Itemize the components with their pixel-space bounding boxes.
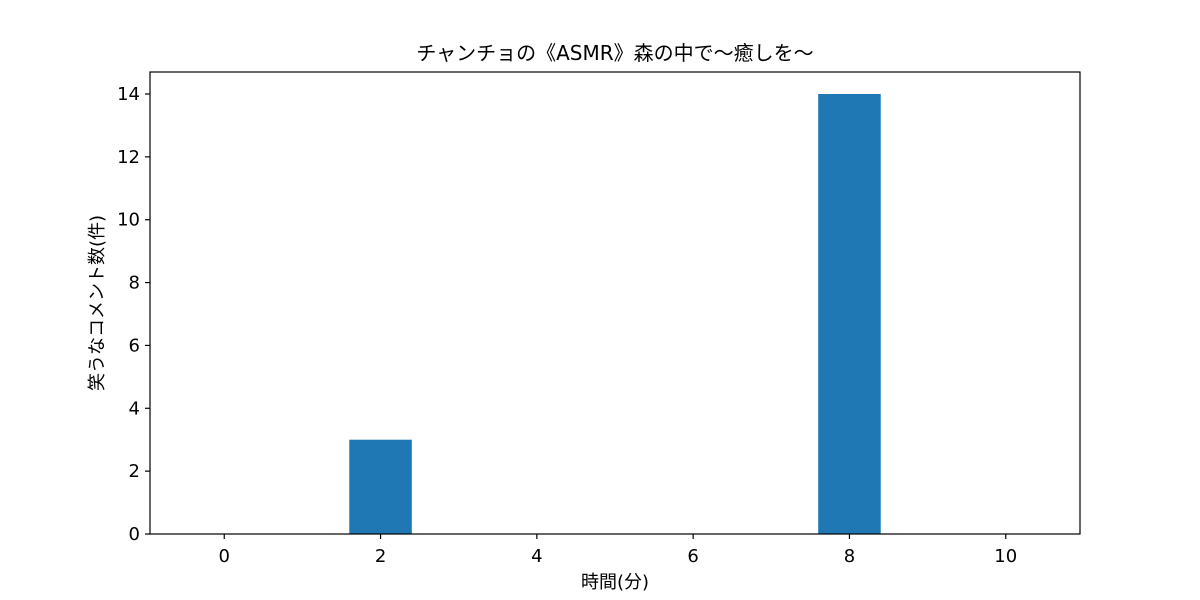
y-axis-title: 笑うなコメント数(件) <box>87 215 108 391</box>
x-tick-label: 2 <box>375 546 386 567</box>
x-tick-label: 6 <box>687 546 698 567</box>
bar-2 <box>349 439 412 534</box>
y-tick-label: 2 <box>129 461 140 482</box>
y-tick-label: 10 <box>117 210 140 231</box>
y-tick-label: 8 <box>129 273 140 294</box>
y-tick-label: 4 <box>129 398 140 419</box>
x-axis-title: 時間(分) <box>581 572 649 593</box>
y-tick-label: 14 <box>117 84 140 105</box>
y-tick-label: 12 <box>117 147 140 168</box>
y-tick-label: 0 <box>129 524 140 545</box>
plot-frame <box>149 71 1081 535</box>
y-tick-label: 6 <box>129 335 140 356</box>
x-tick-label: 10 <box>994 546 1017 567</box>
x-tick-label: 0 <box>219 546 230 567</box>
x-axis: 0 2 4 6 8 10 <box>219 534 1017 567</box>
bar-8 <box>818 94 881 534</box>
x-tick-label: 8 <box>844 546 855 567</box>
y-axis: 0 2 4 6 8 10 12 14 <box>117 84 150 545</box>
bars-group <box>349 94 881 534</box>
chart-title: チャンチョの《ASMR》森の中で〜癒しを〜 <box>416 41 813 65</box>
x-tick-label: 4 <box>531 546 542 567</box>
